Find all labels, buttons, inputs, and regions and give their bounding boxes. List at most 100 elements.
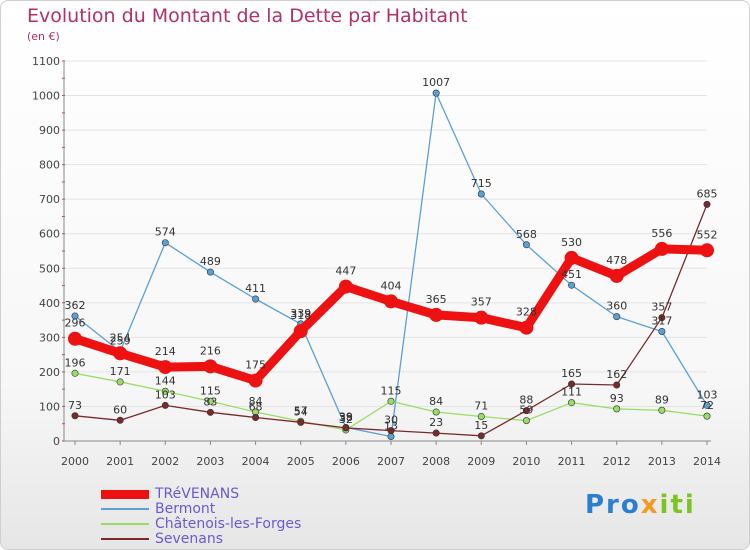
data-label: 73 <box>68 399 82 412</box>
data-label: 552 <box>697 228 718 241</box>
data-label: 568 <box>516 228 537 241</box>
data-point <box>206 408 214 416</box>
data-point <box>658 406 666 414</box>
data-point <box>158 360 173 375</box>
data-point <box>161 387 169 395</box>
data-label: 216 <box>200 344 221 357</box>
legend-label: Sevenans <box>155 531 224 547</box>
data-label: 68 <box>249 401 263 414</box>
data-label: 38 <box>339 411 353 424</box>
data-point <box>613 313 621 321</box>
data-point <box>432 429 440 437</box>
y-tick-label: 800 <box>39 159 60 172</box>
y-tick-label: 0 <box>53 435 60 448</box>
data-label: 411 <box>245 282 266 295</box>
data-point <box>522 407 530 415</box>
data-label: 360 <box>606 300 627 313</box>
data-label: 165 <box>561 367 582 380</box>
data-point <box>252 295 260 303</box>
data-label: 317 <box>651 314 672 327</box>
data-point <box>387 397 395 405</box>
data-label: 447 <box>335 265 356 278</box>
data-point <box>342 424 350 432</box>
x-tick-label: 2013 <box>648 455 676 468</box>
x-tick-label: 2010 <box>512 455 540 468</box>
data-label: 1007 <box>422 76 450 89</box>
data-point <box>658 327 666 335</box>
data-point <box>613 381 621 389</box>
data-label: 60 <box>113 403 127 416</box>
data-point <box>703 200 711 208</box>
data-point <box>248 373 263 388</box>
y-tick-label: 500 <box>39 262 60 275</box>
data-label: 103 <box>155 388 176 401</box>
x-tick-label: 2008 <box>422 455 450 468</box>
data-point <box>474 310 489 325</box>
x-tick-label: 2006 <box>332 455 360 468</box>
x-tick-label: 2012 <box>603 455 631 468</box>
x-tick-label: 2003 <box>196 455 224 468</box>
data-label: 196 <box>65 356 86 369</box>
data-point <box>522 417 530 425</box>
legend-swatch <box>101 489 149 499</box>
data-point <box>161 239 169 247</box>
data-point <box>252 414 260 422</box>
data-label: 328 <box>516 306 537 319</box>
data-point <box>432 89 440 97</box>
legend-swatch <box>101 523 149 525</box>
legend-swatch <box>101 538 149 540</box>
data-point <box>613 405 621 413</box>
data-point <box>293 324 308 339</box>
data-label: 115 <box>381 384 402 397</box>
data-label: 259 <box>110 335 131 348</box>
data-point <box>206 268 214 276</box>
data-point <box>477 412 485 420</box>
y-tick-label: 400 <box>39 297 60 310</box>
data-point <box>116 378 124 386</box>
data-label: 365 <box>426 293 447 306</box>
data-point <box>568 281 576 289</box>
y-tick-label: 1100 <box>32 55 60 68</box>
data-label: 115 <box>200 384 221 397</box>
data-point <box>568 380 576 388</box>
x-tick-label: 2007 <box>377 455 405 468</box>
data-point <box>113 346 128 361</box>
data-label: 89 <box>655 393 669 406</box>
data-label: 144 <box>155 374 176 387</box>
chart-title: Evolution du Montant de la Dette par Hab… <box>27 5 468 27</box>
data-label: 111 <box>561 386 582 399</box>
y-tick-label: 200 <box>39 366 60 379</box>
data-label: 214 <box>155 345 176 358</box>
data-point <box>477 190 485 198</box>
x-tick-label: 2014 <box>693 455 721 468</box>
data-point <box>609 268 624 283</box>
x-tick-label: 2002 <box>151 455 179 468</box>
data-label: 23 <box>429 416 443 429</box>
data-label: 556 <box>651 227 672 240</box>
data-point <box>338 279 353 294</box>
data-point <box>519 320 534 335</box>
data-label: 32 <box>339 413 353 426</box>
data-point <box>71 369 79 377</box>
y-tick-label: 900 <box>39 124 60 137</box>
logo-part-iti: iti <box>659 490 696 520</box>
data-label: 83 <box>203 395 217 408</box>
data-point <box>522 241 530 249</box>
legend-label: Châtenois-les-Forges <box>155 516 302 532</box>
data-point <box>71 412 79 420</box>
data-point <box>700 243 714 258</box>
data-label: 162 <box>606 368 627 381</box>
data-label: 574 <box>155 226 176 239</box>
data-point <box>384 294 398 309</box>
y-tick-label: 1000 <box>32 90 60 103</box>
data-point <box>387 427 395 435</box>
data-label: 685 <box>697 187 718 200</box>
data-label: 478 <box>606 254 627 267</box>
data-point <box>116 416 124 424</box>
data-label: 88 <box>519 394 533 407</box>
data-label: 171 <box>110 365 131 378</box>
x-tick-label: 2000 <box>61 455 89 468</box>
logo-part-pro: Pro <box>585 490 641 520</box>
chart-unit-label: (en €) <box>27 30 60 43</box>
